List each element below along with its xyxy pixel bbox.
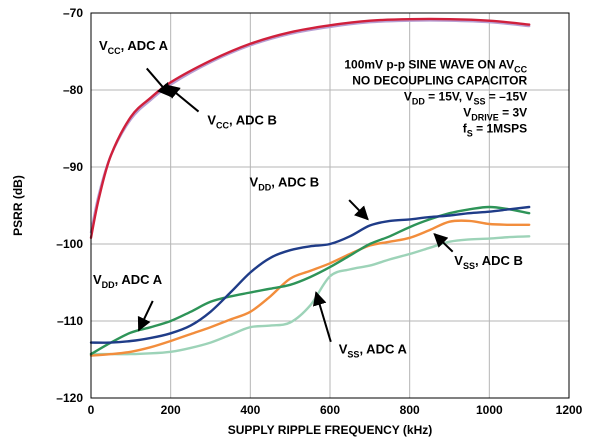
annotation-subscript: SS — [347, 349, 359, 359]
annotation-arrow — [165, 84, 200, 113]
series-line-vdd-adc-a — [89, 205, 531, 356]
annotation-text: V — [207, 113, 216, 128]
info-text: f — [463, 121, 468, 135]
y-tick-label: –80 — [63, 83, 83, 97]
annotation-text: , ADC B — [229, 113, 277, 128]
annotation-subscript: SS — [463, 261, 475, 271]
x-tick-label: 1000 — [476, 403, 503, 417]
info-text: V — [463, 105, 471, 119]
annotation-text: V — [99, 38, 108, 53]
annotation-arrow — [348, 199, 369, 221]
info-line-5: fS = 1MSPS — [463, 121, 527, 138]
series-line-vss-adc-b — [89, 219, 531, 357]
annotation-text: , ADC B — [475, 253, 523, 268]
x-axis-title: SUPPLY RIPPLE FREQUENCY (kHz) — [228, 423, 433, 437]
info-line-3: VDD = 15V, VSS = –15V — [404, 89, 527, 106]
y-tick-label: –120 — [56, 391, 83, 405]
annotation-subscript: CC — [216, 121, 229, 131]
annotation-text: V — [93, 272, 102, 287]
x-tick-label: 0 — [88, 403, 95, 417]
y-tick-label: –100 — [56, 237, 83, 251]
annotation-text: , ADC A — [359, 341, 407, 356]
info-line-4: VDRIVE = 3V — [463, 105, 527, 122]
info-text: = –15V — [485, 89, 527, 103]
info-subscript: SS — [473, 96, 485, 106]
x-tick-label: 400 — [240, 403, 260, 417]
info-text: = 15V, V — [425, 89, 474, 103]
info-line-2: NO DECOUPLING CAPACITOR — [352, 73, 527, 87]
info-text: 100mV p-p SINE WAVE ON AV — [344, 57, 514, 71]
annotation-subscript: CC — [108, 46, 121, 56]
label-vss-adc-b: VSS, ADC B — [454, 253, 523, 271]
annotation-text: V — [339, 341, 348, 356]
annotation-arrow — [312, 291, 332, 343]
y-axis-title: PSRR (dB) — [11, 175, 25, 236]
info-text: = 1MSPS — [473, 121, 527, 135]
series-line-vcc-adc-a — [89, 17, 531, 239]
info-subscript: DD — [412, 96, 425, 106]
annotation-text: V — [454, 253, 463, 268]
series-lines — [89, 17, 531, 357]
annotation-subscript: DD — [102, 280, 115, 290]
info-text: V — [404, 89, 412, 103]
x-tick-label: 200 — [161, 403, 181, 417]
info-subscript: CC — [514, 64, 527, 74]
y-tick-label: –70 — [63, 6, 83, 20]
label-vcc-adc-b: VCC, ADC B — [207, 113, 277, 131]
label-vdd-adc-a: VDD, ADC A — [93, 272, 163, 290]
info-text: NO DECOUPLING CAPACITOR — [352, 73, 527, 87]
series-line-vss-adc-a — [89, 235, 531, 356]
info-line-1: 100mV p-p SINE WAVE ON AVCC — [344, 57, 527, 74]
annotation-arrow — [433, 233, 454, 253]
x-tick-label: 600 — [320, 403, 340, 417]
info-subscript: DRIVE — [471, 112, 499, 122]
y-tick-label: –110 — [57, 314, 83, 328]
info-text: = 3V — [499, 105, 527, 119]
annotation-text: , ADC A — [121, 38, 169, 53]
label-vss-adc-a: VSS, ADC A — [339, 341, 408, 359]
annotation-arrow — [137, 300, 154, 332]
annotation-text: V — [250, 174, 259, 189]
annotation-subscript: DD — [258, 182, 271, 192]
info-subscript: S — [467, 128, 473, 138]
x-tick-label: 800 — [400, 403, 420, 417]
series-line-vdd-adc-b — [89, 205, 531, 344]
annotation-text: , ADC B — [271, 174, 319, 189]
x-tick-label: 1200 — [556, 403, 583, 417]
label-vcc-adc-a: VCC, ADC A — [99, 38, 169, 56]
y-tick-label: –90 — [63, 160, 83, 174]
plot-area-frame — [90, 12, 570, 399]
annotation-text: , ADC A — [115, 272, 163, 287]
tick-labels: 0 200 400 600 800 1000 1200 –120 –110 –100 –90 –80 –… — [56, 6, 582, 417]
label-vdd-adc-b: VDD, ADC B — [250, 174, 320, 192]
